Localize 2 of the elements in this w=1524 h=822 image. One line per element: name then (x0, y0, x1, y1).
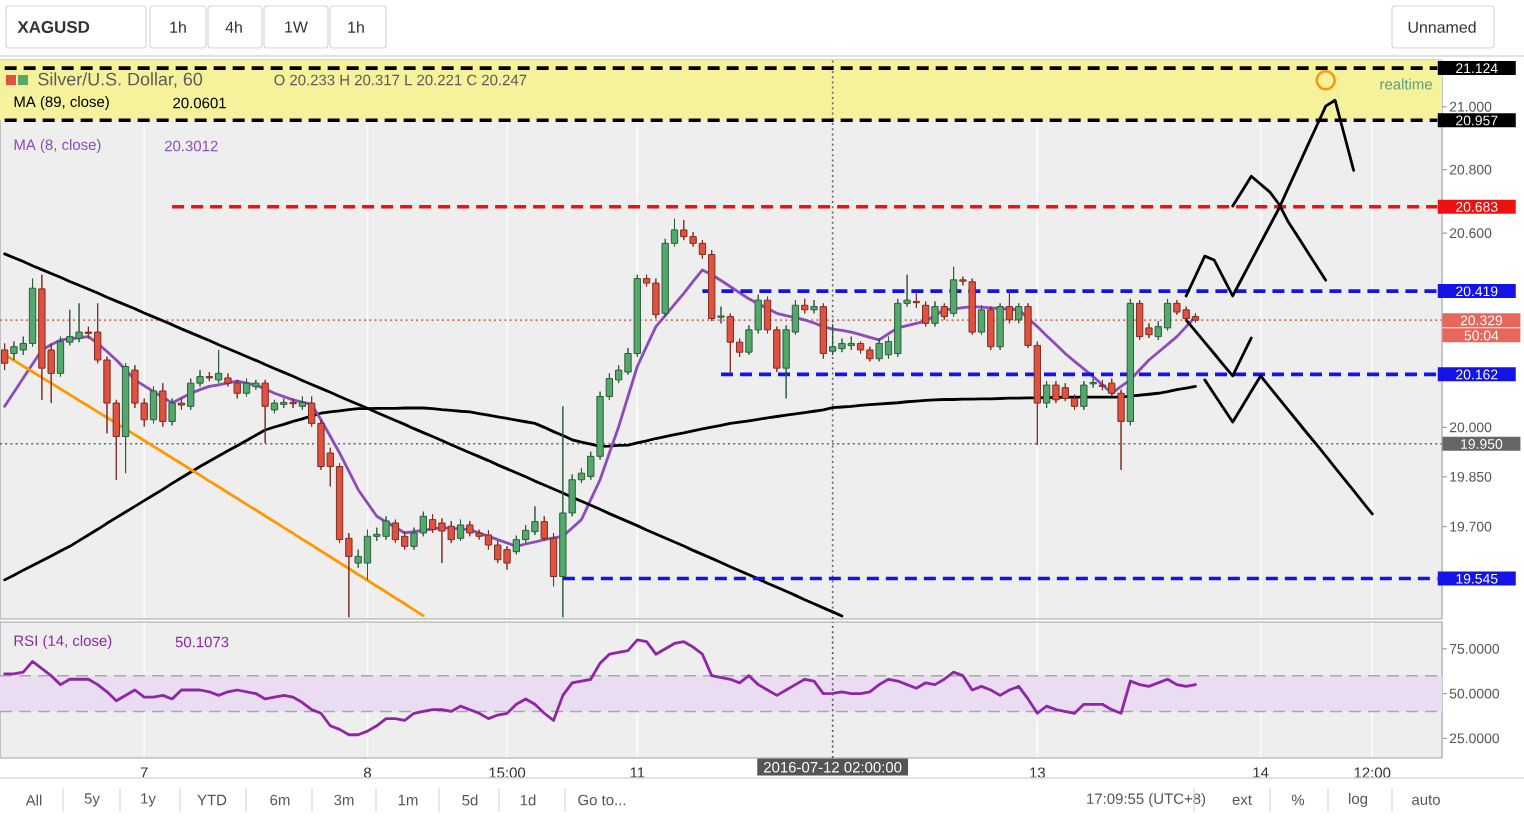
text: XAGUSD (17, 21, 90, 33)
candlestick (0, 342, 9, 371)
